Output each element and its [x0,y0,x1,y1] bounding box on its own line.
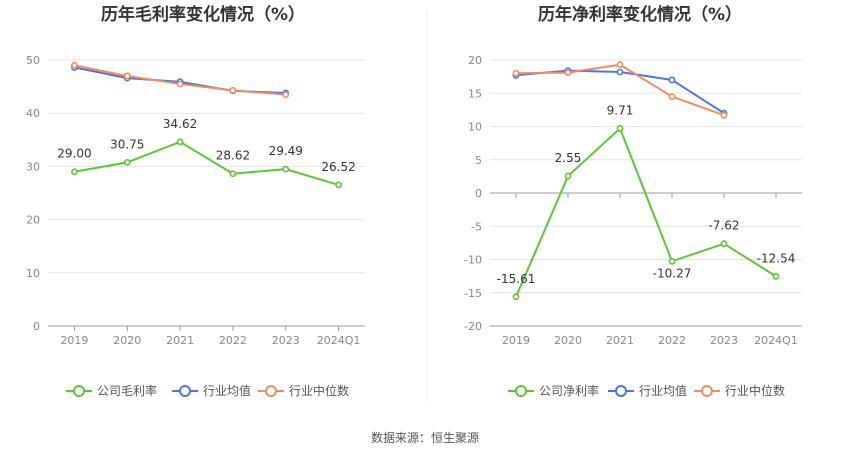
y-tick-label: 0 [33,320,40,333]
legend-marker [701,385,713,397]
data-point-0 [668,257,676,265]
x-tick-label: 2022 [658,334,686,347]
y-tick-label: 0 [475,187,482,200]
net-margin-panel: 历年净利率变化情况（%） -20 -15 -10 -5 0 5 10 15 20 2019 2020 2… [464,4,802,398]
x-tick-label: 2019 [60,334,88,347]
data-point-1 [668,76,676,84]
chart-title: 历年净利率变化情况（%） [538,4,742,25]
legend-label: 公司毛利率 [97,383,157,398]
data-label: -7.62 [708,219,739,233]
data-point-0 [71,168,78,176]
x-tick-label: 2023 [710,334,738,347]
data-point-2 [668,93,676,100]
data-label: -15.61 [497,272,536,286]
y-tick-label: 10 [26,267,40,280]
data-point-2 [512,69,520,77]
data-label: 30.75 [110,137,144,151]
data-point-2 [720,111,728,119]
data-point-2 [282,91,290,98]
y-tick-label: 20 [468,54,482,67]
data-label: 29.49 [269,144,303,158]
y-tick-label: 20 [26,214,40,227]
y-tick-label: -20 [464,320,482,333]
data-point-0 [564,172,572,180]
legend-marker [515,385,527,397]
legend-label: 行业中位数 [289,383,349,398]
series-line-0 [515,126,777,298]
legend-marker [73,385,85,397]
data-point-0 [123,159,131,166]
y-tick-label: 10 [468,121,482,134]
y-tick-label: 40 [26,107,40,120]
x-tick-label: 2019 [502,334,530,347]
series-line-0 [74,140,339,186]
data-label: 26.52 [321,160,355,174]
data-point-2 [123,72,131,80]
data-point-0 [229,170,237,178]
legend-marker [179,385,191,397]
legend-marker [615,385,627,397]
data-point-2 [229,86,237,94]
data-label: -12.54 [757,251,796,265]
chart-title: 历年毛利率变化情况（%） [101,4,305,25]
data-point-0 [176,138,184,146]
gross-margin-panel: 历年毛利率变化情况（%） 0 10 20 30 40 50 2019 2020 2021 2022 2… [26,4,365,398]
legend-label: 行业均值 [203,383,251,398]
x-tick-label: 2024Q1 [754,334,798,347]
data-point-2 [176,80,184,88]
y-tick-label: -15 [464,287,482,300]
x-tick-label: 2020 [113,334,141,347]
data-label: 34.62 [163,117,197,131]
data-label: 2.55 [555,151,582,165]
legend-label: 行业均值 [639,383,687,398]
y-tick-label: -5 [471,220,482,233]
y-tick-label: 5 [475,154,482,167]
data-point-0 [616,125,624,132]
data-point-0 [282,165,290,173]
x-tick-label: 2020 [554,334,582,347]
legend-label: 行业中位数 [725,383,785,398]
data-point-0 [720,240,728,248]
data-point-2 [616,61,624,69]
x-tick-label: 2021 [606,334,634,347]
data-point-0 [512,293,520,301]
legend-label: 公司净利率 [539,383,599,398]
data-label: -10.27 [653,266,692,280]
x-tick-label: 2021 [166,334,194,347]
y-tick-label: 15 [468,87,482,100]
data-point-2 [71,61,78,69]
data-label: 9.71 [607,103,634,117]
y-tick-label: 30 [26,160,40,173]
data-label: 29.00 [57,147,91,161]
data-point-0 [335,181,342,189]
data-point-1 [616,68,624,76]
legend-marker [265,385,277,397]
x-tick-label: 2022 [219,334,247,347]
data-point-2 [564,69,572,77]
x-tick-label: 2024Q1 [317,334,361,347]
x-tick-label: 2023 [272,334,300,347]
data-point-0 [772,272,780,280]
y-tick-label: -10 [464,254,482,267]
data-label: 28.62 [216,149,250,163]
source-label: 数据来源：恒生聚源 [371,430,479,445]
y-tick-label: 50 [26,54,40,67]
